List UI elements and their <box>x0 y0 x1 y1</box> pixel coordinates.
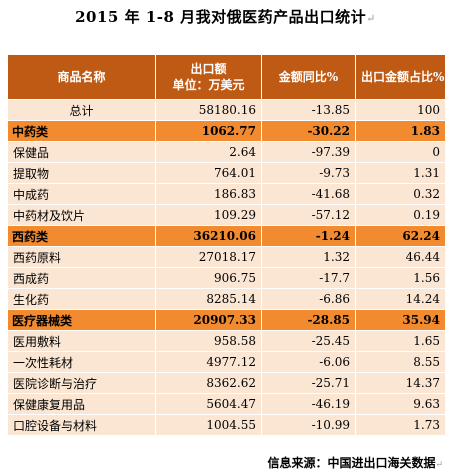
yoy-change-cell: -25.71 <box>261 372 356 394</box>
table-row: 保健品 2.64 -97.39 0 <box>7 141 446 163</box>
export-share-cell: 1.73 <box>355 414 446 436</box>
export-value-cell: 2.64 <box>155 141 262 163</box>
export-value-cell: 186.83 <box>155 183 262 205</box>
product-name-cell: 保健康复用品 <box>7 393 156 415</box>
export-share-cell: 46.44 <box>355 246 446 268</box>
header-export-value: 出口额 单位：万美元 <box>155 54 262 100</box>
export-value-cell: 764.01 <box>155 162 262 184</box>
product-name-cell: 医疗器械类 <box>7 309 156 331</box>
product-name-cell: 总计 <box>7 99 156 121</box>
yoy-change-cell: -46.19 <box>261 393 356 415</box>
export-share-cell: 62.24 <box>355 225 446 247</box>
header-product-name: 商品名称 <box>7 54 156 100</box>
title-text: 2015 年 1-8 月我对俄医药产品出口统计 <box>75 8 367 26</box>
product-name-cell: 生化药 <box>7 288 156 310</box>
product-name-cell: 西药原料 <box>7 246 156 268</box>
export-share-cell: 8.55 <box>355 351 446 373</box>
export-share-cell: 14.37 <box>355 372 446 394</box>
export-value-cell: 4977.12 <box>155 351 262 373</box>
export-value-cell: 1004.55 <box>155 414 262 436</box>
yoy-change-cell: -9.73 <box>261 162 356 184</box>
export-share-cell: 0.19 <box>355 204 446 226</box>
export-share-cell: 14.24 <box>355 288 446 310</box>
yoy-change-cell: -17.7 <box>261 267 356 289</box>
paragraph-mark-icon: ↵ <box>366 12 376 25</box>
source-note: 信息来源：中国进出口海关数据↵ <box>267 454 443 471</box>
table-row: 总计 58180.16 -13.85 100 <box>7 99 446 121</box>
header-export-value-line2: 单位：万美元 <box>172 78 245 92</box>
paragraph-mark-icon: ↵ <box>435 460 443 470</box>
table-row: 中成药 186.83 -41.68 0.32 <box>7 183 446 205</box>
yoy-change-cell: -57.12 <box>261 204 356 226</box>
export-value-cell: 109.29 <box>155 204 262 226</box>
export-share-cell: 1.56 <box>355 267 446 289</box>
yoy-change-cell: -6.06 <box>261 351 356 373</box>
export-share-cell: 35.94 <box>355 309 446 331</box>
table-header-row: 商品名称 出口额 单位：万美元 金额同比% 出口金额占比% <box>7 54 446 100</box>
table-row: 保健康复用品 5604.47 -46.19 9.63 <box>7 393 446 415</box>
export-share-cell: 0.32 <box>355 183 446 205</box>
product-name-cell: 医院诊断与治疗 <box>7 372 156 394</box>
yoy-change-cell: -97.39 <box>261 141 356 163</box>
export-value-cell: 958.58 <box>155 330 262 352</box>
table-row: 口腔设备与材料 1004.55 -10.99 1.73 <box>7 414 446 436</box>
product-name-cell: 提取物 <box>7 162 156 184</box>
export-share-cell: 1.31 <box>355 162 446 184</box>
header-yoy: 金额同比% <box>261 54 356 100</box>
export-share-cell: 1.83 <box>355 120 446 142</box>
header-share: 出口金额占比% <box>355 54 446 100</box>
table-row: 中药类 1062.77 -30.22 1.83 <box>7 120 446 142</box>
header-export-value-line1: 出口额 <box>190 62 227 76</box>
product-name-cell: 医用敷料 <box>7 330 156 352</box>
yoy-change-cell: -41.68 <box>261 183 356 205</box>
export-value-cell: 906.75 <box>155 267 262 289</box>
export-value-cell: 8285.14 <box>155 288 262 310</box>
export-value-cell: 36210.06 <box>155 225 262 247</box>
product-name-cell: 口腔设备与材料 <box>7 414 156 436</box>
yoy-change-cell: -28.85 <box>261 309 356 331</box>
table-row: 西药类 36210.06 -1.24 62.24 <box>7 225 446 247</box>
table-row: 西成药 906.75 -17.7 1.56 <box>7 267 446 289</box>
yoy-change-cell: -13.85 <box>261 99 356 121</box>
yoy-change-cell: 1.32 <box>261 246 356 268</box>
product-name-cell: 中药材及饮片 <box>7 204 156 226</box>
export-value-cell: 5604.47 <box>155 393 262 415</box>
export-share-cell: 1.65 <box>355 330 446 352</box>
export-share-cell: 9.63 <box>355 393 446 415</box>
export-value-cell: 1062.77 <box>155 120 262 142</box>
export-value-cell: 20907.33 <box>155 309 262 331</box>
yoy-change-cell: -25.45 <box>261 330 356 352</box>
table-row: 一次性耗材 4977.12 -6.06 8.55 <box>7 351 446 373</box>
export-value-cell: 8362.62 <box>155 372 262 394</box>
export-value-cell: 58180.16 <box>155 99 262 121</box>
yoy-change-cell: -6.86 <box>261 288 356 310</box>
product-name-cell: 一次性耗材 <box>7 351 156 373</box>
table-row: 医疗器械类 20907.33 -28.85 35.94 <box>7 309 446 331</box>
table-row: 医院诊断与治疗 8362.62 -25.71 14.37 <box>7 372 446 394</box>
table-row: 医用敷料 958.58 -25.45 1.65 <box>7 330 446 352</box>
product-name-cell: 西成药 <box>7 267 156 289</box>
yoy-change-cell: -10.99 <box>261 414 356 436</box>
product-name-cell: 保健品 <box>7 141 156 163</box>
export-stats-table: 商品名称 出口额 单位：万美元 金额同比% 出口金额占比% 总计 58180.16… <box>7 54 446 436</box>
source-text: 信息来源：中国进出口海关数据 <box>267 456 436 470</box>
product-name-cell: 中药类 <box>7 120 156 142</box>
table-row: 生化药 8285.14 -6.86 14.24 <box>7 288 446 310</box>
yoy-change-cell: -1.24 <box>261 225 356 247</box>
export-share-cell: 100 <box>355 99 446 121</box>
export-value-cell: 27018.17 <box>155 246 262 268</box>
yoy-change-cell: -30.22 <box>261 120 356 142</box>
product-name-cell: 中成药 <box>7 183 156 205</box>
table-body: 总计 58180.16 -13.85 100 中药类 1062.77 -30.22 1.83 保… <box>7 99 446 436</box>
product-name-cell: 西药类 <box>7 225 156 247</box>
page-title: 2015 年 1-8 月我对俄医药产品出口统计↵ <box>0 6 451 27</box>
export-share-cell: 0 <box>355 141 446 163</box>
table-row: 西药原料 27018.17 1.32 46.44 <box>7 246 446 268</box>
table-row: 中药材及饮片 109.29 -57.12 0.19 <box>7 204 446 226</box>
table-row: 提取物 764.01 -9.73 1.31 <box>7 162 446 184</box>
